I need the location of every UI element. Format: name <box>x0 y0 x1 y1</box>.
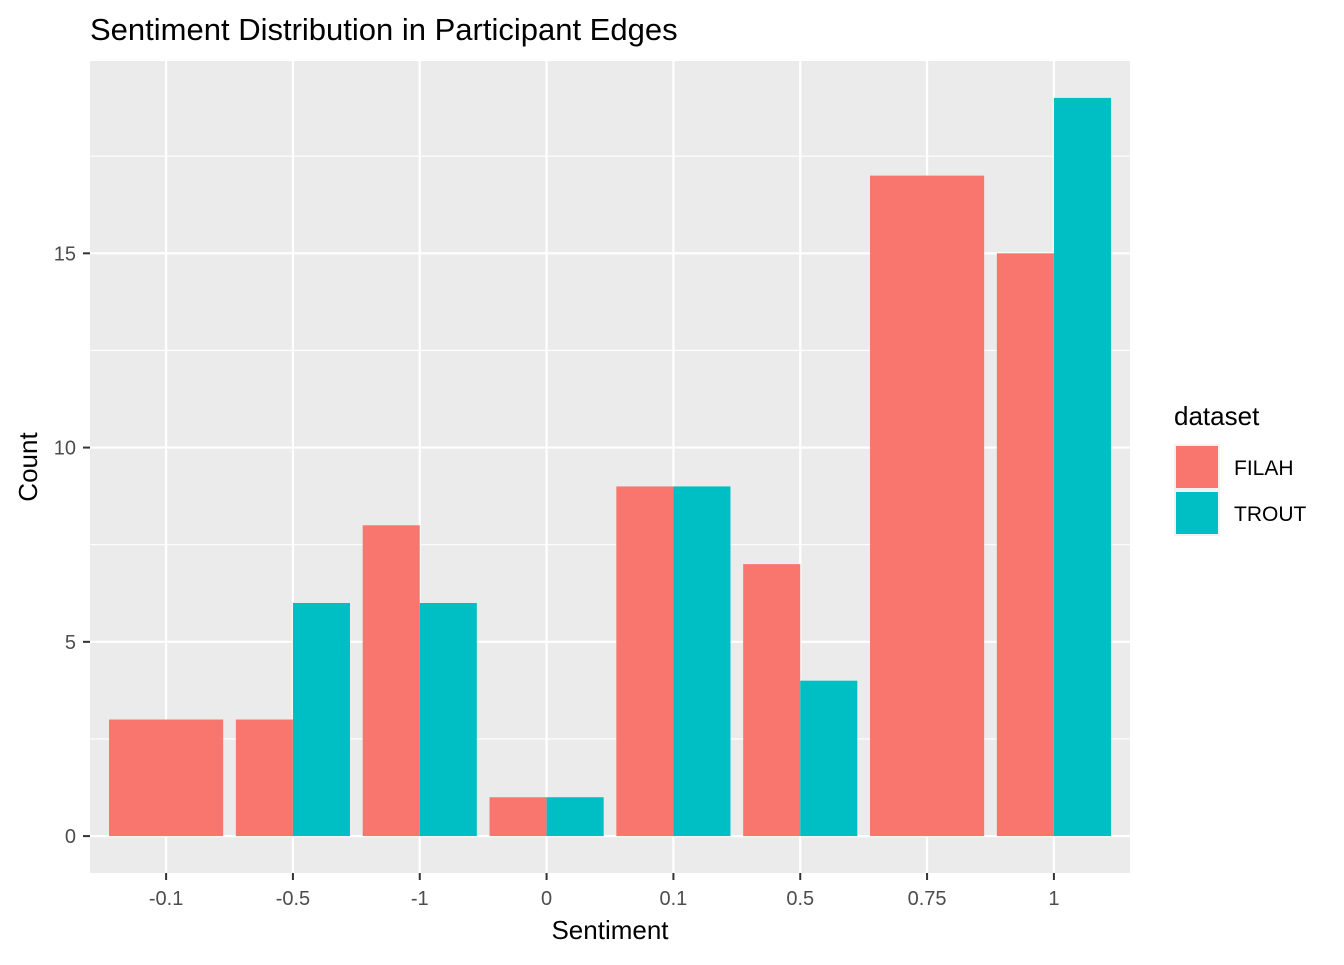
y-axis: 0 5 10 15 <box>54 243 90 848</box>
bar-filah--1 <box>362 525 420 837</box>
x-tick-label: 0 <box>541 888 552 910</box>
x-axis: -0.1 -0.5 -1 0 0.1 0.5 0.75 1 <box>149 873 1059 910</box>
bar-filah-1 <box>996 253 1054 837</box>
y-tick-label: 0 <box>65 826 76 848</box>
x-tick-label: 0.1 <box>660 888 688 910</box>
y-tick-label: 10 <box>54 438 76 460</box>
bar-filah-0.5 <box>743 564 801 837</box>
bar-trout-0 <box>546 797 604 837</box>
bar-trout-1 <box>1053 97 1111 837</box>
x-tick-label: -0.1 <box>149 888 183 910</box>
x-tick-label: 0.75 <box>908 888 947 910</box>
bar-trout-0.1 <box>673 486 731 837</box>
legend-key-filah <box>1176 446 1218 488</box>
y-axis-title: Count <box>13 432 43 502</box>
x-tick-label: 1 <box>1048 888 1059 910</box>
bar-trout--1 <box>419 602 477 837</box>
legend-key-trout <box>1176 492 1218 534</box>
legend-label-trout: TROUT <box>1234 503 1306 526</box>
bar-trout-0.5 <box>800 680 858 837</box>
y-tick-label: 15 <box>54 243 76 265</box>
bar-filah--0.1 <box>109 719 224 837</box>
legend-label-filah: FILAH <box>1234 457 1294 480</box>
bar-filah-0 <box>489 797 547 837</box>
bar-trout--0.5 <box>292 602 350 837</box>
chart-title: Sentiment Distribution in Participant Ed… <box>90 12 678 47</box>
bar-filah--0.5 <box>235 719 293 837</box>
x-tick-label: -1 <box>411 888 429 910</box>
legend-items: FILAH TROUT <box>1174 444 1306 536</box>
x-tick-label: -0.5 <box>276 888 310 910</box>
legend: dataset FILAH TROUT <box>1174 401 1306 536</box>
y-tick-label: 5 <box>65 632 76 654</box>
bar-filah-0.75 <box>870 175 985 837</box>
legend-title: dataset <box>1174 401 1260 431</box>
x-tick-label: 0.5 <box>786 888 814 910</box>
bar-filah-0.1 <box>616 486 674 837</box>
x-axis-title: Sentiment <box>551 915 669 945</box>
bars <box>109 97 1111 837</box>
